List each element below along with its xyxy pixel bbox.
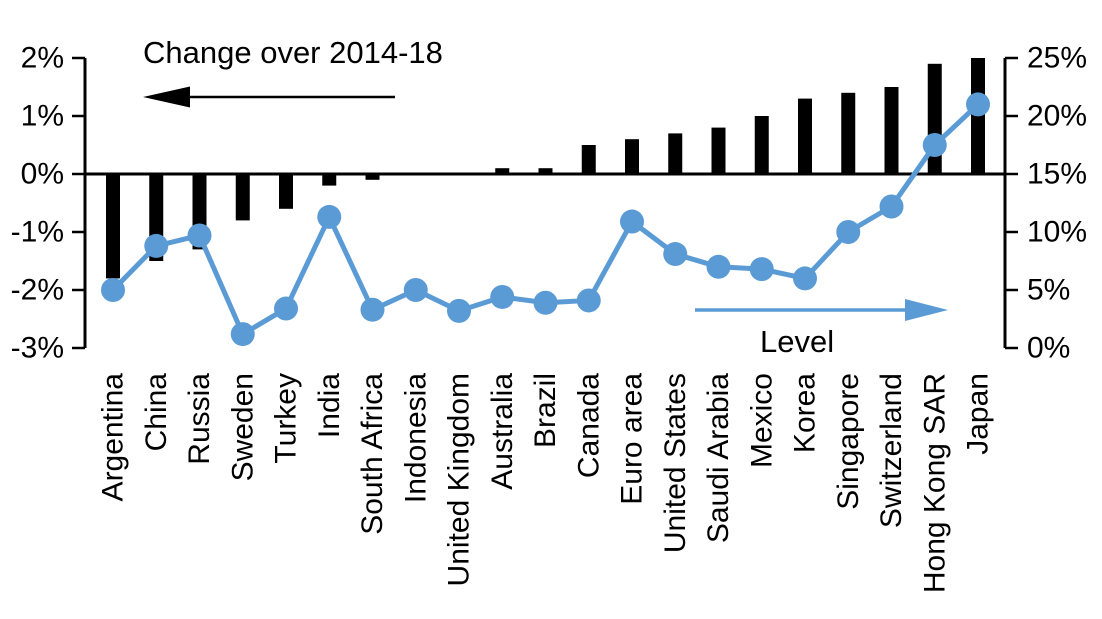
level-point-euro-area: [620, 209, 644, 234]
right-axis-tick-label: 20%: [1027, 100, 1087, 133]
right-axis-tick-label: 15%: [1027, 158, 1087, 191]
x-axis-label-mexico: Mexico: [745, 373, 778, 468]
bar-mexico: [754, 116, 769, 174]
bar-turkey: [279, 174, 293, 209]
level-point-brazil: [533, 290, 558, 315]
left-arrow-head-icon: [143, 86, 190, 108]
bar-south-africa: [365, 174, 380, 180]
x-axis-label-hong-kong-sar: Hong Kong SAR: [918, 373, 951, 593]
x-axis-label-south-africa: South Africa: [356, 373, 389, 535]
x-axis-label-saudi-arabia: Saudi Arabia: [702, 373, 735, 543]
bar-saudi-arabia: [711, 127, 726, 174]
right-arrow-head-icon: [905, 299, 948, 321]
x-axis-label-switzerland: Switzerland: [875, 373, 908, 528]
level-point-saudi-arabia: [706, 254, 731, 279]
x-axis-label-india: India: [313, 373, 346, 438]
x-axis-label-korea: Korea: [789, 373, 822, 453]
bar-brazil: [538, 168, 553, 174]
left-axis-tick-label: 1%: [21, 100, 64, 133]
x-axis-label-turkey: Turkey: [270, 373, 303, 464]
axes-layer: 2% 1% 0% -1% -2% -3% 25% 20% 15% 10% 5% 0%: [11, 42, 1087, 365]
left-axis-tick-label: -1%: [11, 216, 64, 249]
level-point-south-africa: [360, 297, 385, 322]
x-axis-label-canada: Canada: [572, 373, 605, 478]
x-axis-label-brazil: Brazil: [529, 373, 562, 448]
bar-series-layer: [106, 58, 985, 279]
left-axis-tick-label: -2%: [11, 274, 64, 307]
level-point-canada: [576, 288, 601, 313]
level-point-united-states: [663, 242, 688, 267]
x-axis-label-indonesia: Indonesia: [399, 373, 432, 503]
level-point-hong-kong-sar: [922, 133, 947, 157]
line-series-layer: [101, 92, 990, 347]
left-axis-tick-label: -3%: [11, 332, 64, 365]
left-axis-tick-label: 2%: [21, 42, 64, 75]
bar-singapore: [841, 92, 856, 174]
x-axis-label-argentina: Argentina: [97, 373, 130, 502]
level-point-turkey: [274, 296, 298, 321]
level-point-australia: [490, 284, 515, 309]
level-point-japan: [966, 92, 990, 117]
right-axis-tick-label: 0%: [1027, 332, 1070, 365]
category-axis-labels: Argentina China Russia Sweden Turkey India Sou…: [97, 373, 995, 593]
x-axis-label-japan: Japan: [962, 373, 995, 455]
left-series-annotation-label: Change over 2014-18: [143, 35, 443, 70]
bar-united-states: [668, 133, 683, 174]
x-axis-label-russia: Russia: [183, 373, 216, 465]
bar-hong-kong-sar: [927, 63, 942, 174]
left-arrow: [143, 86, 395, 108]
level-point-united-kingdom: [447, 298, 471, 323]
bar-sweden: [235, 174, 250, 221]
bar-argentina: [106, 174, 120, 279]
right-axis-tick-label: 5%: [1027, 274, 1070, 307]
level-point-argentina: [101, 278, 125, 302]
right-arrow: [695, 299, 948, 321]
level-point-indonesia: [403, 278, 428, 302]
bar-australia: [495, 168, 510, 174]
x-axis-label-united-kingdom: United Kingdom: [443, 373, 476, 586]
level-point-mexico: [749, 257, 774, 282]
x-axis-label-sweden: Sweden: [226, 373, 259, 481]
bar-euro-area: [625, 139, 639, 174]
x-axis-label-euro-area: Euro area: [616, 373, 649, 505]
bar-india: [322, 174, 337, 186]
bar-canada: [581, 145, 596, 174]
right-axis-tick-label: 25%: [1027, 42, 1087, 75]
level-point-china: [144, 233, 169, 258]
x-axis-label-united-states: United States: [659, 373, 692, 553]
x-axis-label-china: China: [140, 373, 173, 452]
level-point-india: [317, 204, 342, 229]
right-axis-tick-label: 10%: [1027, 216, 1087, 249]
level-point-singapore: [836, 220, 861, 244]
right-series-annotation-label: Level: [760, 324, 834, 359]
bar-korea: [798, 98, 812, 174]
level-point-switzerland: [879, 194, 904, 219]
level-point-korea: [793, 266, 817, 291]
bar-switzerland: [884, 87, 899, 174]
x-axis-label-singapore: Singapore: [832, 373, 865, 510]
level-point-russia: [187, 223, 212, 248]
x-axis-label-australia: Australia: [486, 373, 519, 490]
level-point-sweden: [230, 322, 255, 347]
left-axis-tick-label: 0%: [21, 158, 64, 191]
